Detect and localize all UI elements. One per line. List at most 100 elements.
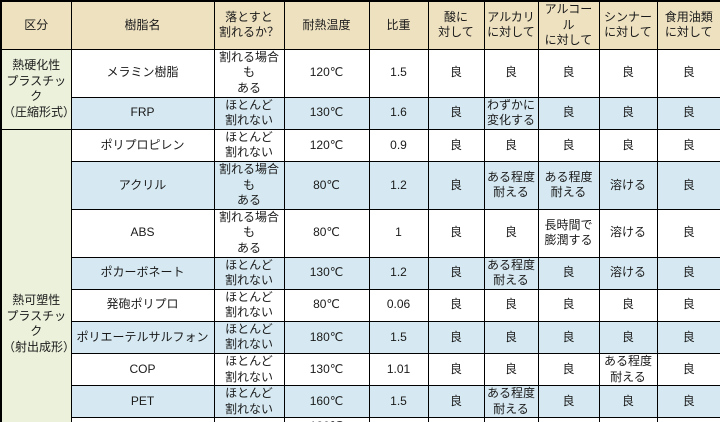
heat-temp-cell: 180℃	[283, 320, 370, 355]
thinner-resistance-cell: 良	[598, 48, 658, 98]
alkali-resistance-cell: 良	[483, 288, 539, 322]
thinner-resistance-cell: 良	[598, 128, 658, 162]
oil-resistance-cell: 良	[656, 256, 720, 290]
oil-resistance-cell: 良	[656, 208, 720, 258]
alcohol-resistance-cell: ある程度 耐える	[537, 160, 600, 210]
drop-break-cell: ほとんど 割れない	[213, 353, 285, 387]
thinner-resistance-cell: 溶ける	[598, 256, 658, 290]
acid-resistance-cell: 良	[427, 160, 485, 210]
resin-name-cell: ポカーボネート	[70, 256, 215, 290]
acid-resistance-cell: 良	[427, 48, 485, 98]
column-header-6: アルカリ に対して	[483, 0, 539, 50]
resin-name-cell: ポリエーテルサルフォン	[70, 320, 215, 355]
acid-resistance-cell: 良	[427, 256, 485, 290]
specific-gravity-cell: 1	[368, 208, 429, 258]
alkali-resistance-cell: ある程度 耐える	[483, 160, 539, 210]
column-header-5: 酸に 対して	[427, 0, 485, 50]
thinner-resistance-cell: 良	[598, 288, 658, 322]
thinner-resistance-cell: ある程度 耐える	[598, 353, 658, 387]
column-header-3: 耐熱温度	[283, 0, 370, 50]
oil-resistance-cell: 良	[656, 128, 720, 162]
drop-break-cell: ほとんど 割れない	[213, 96, 285, 130]
heat-temp-cell: 130℃	[283, 353, 370, 387]
column-header-8: シンナー に対して	[598, 0, 658, 50]
resin-name-cell: メラミン樹脂	[70, 48, 215, 98]
alcohol-resistance-cell: 良	[537, 353, 600, 387]
drop-break-cell: 割れる場合も ある	[213, 48, 285, 98]
acid-resistance-cell: 良	[427, 353, 485, 387]
alkali-resistance-cell: わずかに 変化する	[483, 96, 539, 130]
acid-resistance-cell: 良	[427, 288, 485, 322]
column-header-1: 樹脂名	[70, 0, 215, 50]
specific-gravity-cell: 0.06	[368, 288, 429, 322]
alcohol-resistance-cell: 良	[537, 96, 600, 130]
specific-gravity-cell: 1.01	[368, 353, 429, 387]
drop-break-cell: 割れる場合も ある	[213, 208, 285, 258]
acid-resistance-cell: 良	[427, 96, 485, 130]
alkali-resistance-cell: 良	[483, 320, 539, 355]
alkali-resistance-cell: ある程度 耐える	[483, 417, 539, 422]
acid-resistance-cell: 良	[427, 385, 485, 419]
category-cell: 熱硬化性 プラスチック （圧縮形式）	[0, 48, 72, 130]
specific-gravity-cell: 1.5	[368, 48, 429, 98]
thinner-resistance-cell: 溶ける	[598, 208, 658, 258]
drop-break-cell: ほとんど 割れない	[213, 256, 285, 290]
drop-break-cell: 割れる場合も ある	[213, 160, 285, 210]
heat-temp-cell: 130℃	[283, 96, 370, 130]
resin-name-cell: ポリ乳酸	[70, 417, 215, 422]
heat-temp-split-cell: 120℃ （0.45MPa）65℃ （1.82MPa）	[283, 417, 370, 422]
acid-resistance-cell: 良	[427, 417, 485, 422]
drop-break-cell: ほとんど 割れない	[213, 385, 285, 419]
thinner-resistance-cell: 長時間で 膨潤する	[598, 417, 658, 422]
alkali-resistance-cell: 良	[483, 353, 539, 387]
specific-gravity-cell: 1.42	[368, 417, 429, 422]
table-row: 熱硬化性 プラスチック （圧縮形式） メラミン樹脂 割れる場合も ある 120℃ 1.5…	[0, 48, 720, 130]
header-row: 区分 樹脂名 落とすと 割れるか？ 耐熱温度 比重 酸に 対して アルカリ に対して アルコー…	[0, 0, 720, 50]
table-row: アクリル 割れる場合も ある 80℃ 1.2 良ある程度 耐える ある程度 耐える 溶ける良	[1, 160, 720, 210]
alkali-resistance-cell: 良	[483, 128, 539, 162]
heat-temp-upper: 120℃ （0.45MPa）	[285, 419, 368, 422]
table-row: ポカーボネート ほとんど 割れない 130℃ 1.2 良ある程度 耐える良溶ける良	[1, 256, 720, 290]
oil-resistance-cell: 良	[656, 96, 720, 130]
alcohol-resistance-cell: 良	[537, 288, 600, 322]
resin-name-cell: COP	[70, 353, 215, 387]
category-cell: 熱可塑性 プラスチック （射出成形）	[0, 128, 72, 422]
heat-temp-cell: 120℃	[283, 48, 370, 98]
oil-resistance-cell: 良	[656, 160, 720, 210]
column-header-7: アルコール に対して	[537, 0, 600, 50]
oil-resistance-cell: 良	[656, 353, 720, 387]
oil-resistance-cell: 良	[656, 320, 720, 355]
oil-resistance-cell: 良	[656, 385, 720, 419]
heat-temp-cell: 80℃	[283, 208, 370, 258]
heat-temp-cell: 130℃	[283, 256, 370, 290]
alcohol-resistance-cell: 良	[537, 48, 600, 98]
specific-gravity-cell: 0.9	[368, 128, 429, 162]
specific-gravity-cell: 1.6	[368, 96, 429, 130]
alkali-resistance-cell: 良	[483, 48, 539, 98]
table-body: 熱硬化性 プラスチック （圧縮形式） メラミン樹脂 割れる場合も ある 120℃ 1.5…	[0, 48, 720, 422]
table-header: 区分 樹脂名 落とすと 割れるか？ 耐熱温度 比重 酸に 対して アルカリ に対して アルコー…	[0, 0, 720, 50]
alkali-resistance-cell: ある程度 耐える	[483, 385, 539, 419]
alcohol-resistance-cell: 良	[537, 385, 600, 419]
heat-temp-cell: 80℃	[283, 288, 370, 322]
table-row: PET ほとんど 割れない 160℃ 1.5 良ある程度 耐える良良良	[1, 385, 720, 419]
oil-resistance-cell: 良	[656, 417, 720, 422]
resin-name-cell: PET	[70, 385, 215, 419]
alcohol-resistance-cell: 良	[537, 128, 600, 162]
alcohol-resistance-cell: 良	[537, 417, 600, 422]
alcohol-resistance-cell: 良	[537, 256, 600, 290]
heat-temp-cell: 80℃	[283, 160, 370, 210]
table-row: 発砲ポリプロ ほとんど 割れない 80℃ 0.06 良良良良良	[1, 288, 720, 322]
alcohol-resistance-cell: 長時間で 膨潤する	[537, 208, 600, 258]
resin-name-cell: 発砲ポリプロ	[70, 288, 215, 322]
resin-name-cell: FRP	[70, 96, 215, 130]
thinner-resistance-cell: 良	[598, 385, 658, 419]
alkali-resistance-cell: ある程度 耐える	[483, 256, 539, 290]
thinner-resistance-cell: 良	[598, 320, 658, 355]
specific-gravity-cell: 1.5	[368, 320, 429, 355]
heat-temp-cell: 120℃	[283, 128, 370, 162]
column-header-9: 食用油類 に対して	[656, 0, 720, 50]
